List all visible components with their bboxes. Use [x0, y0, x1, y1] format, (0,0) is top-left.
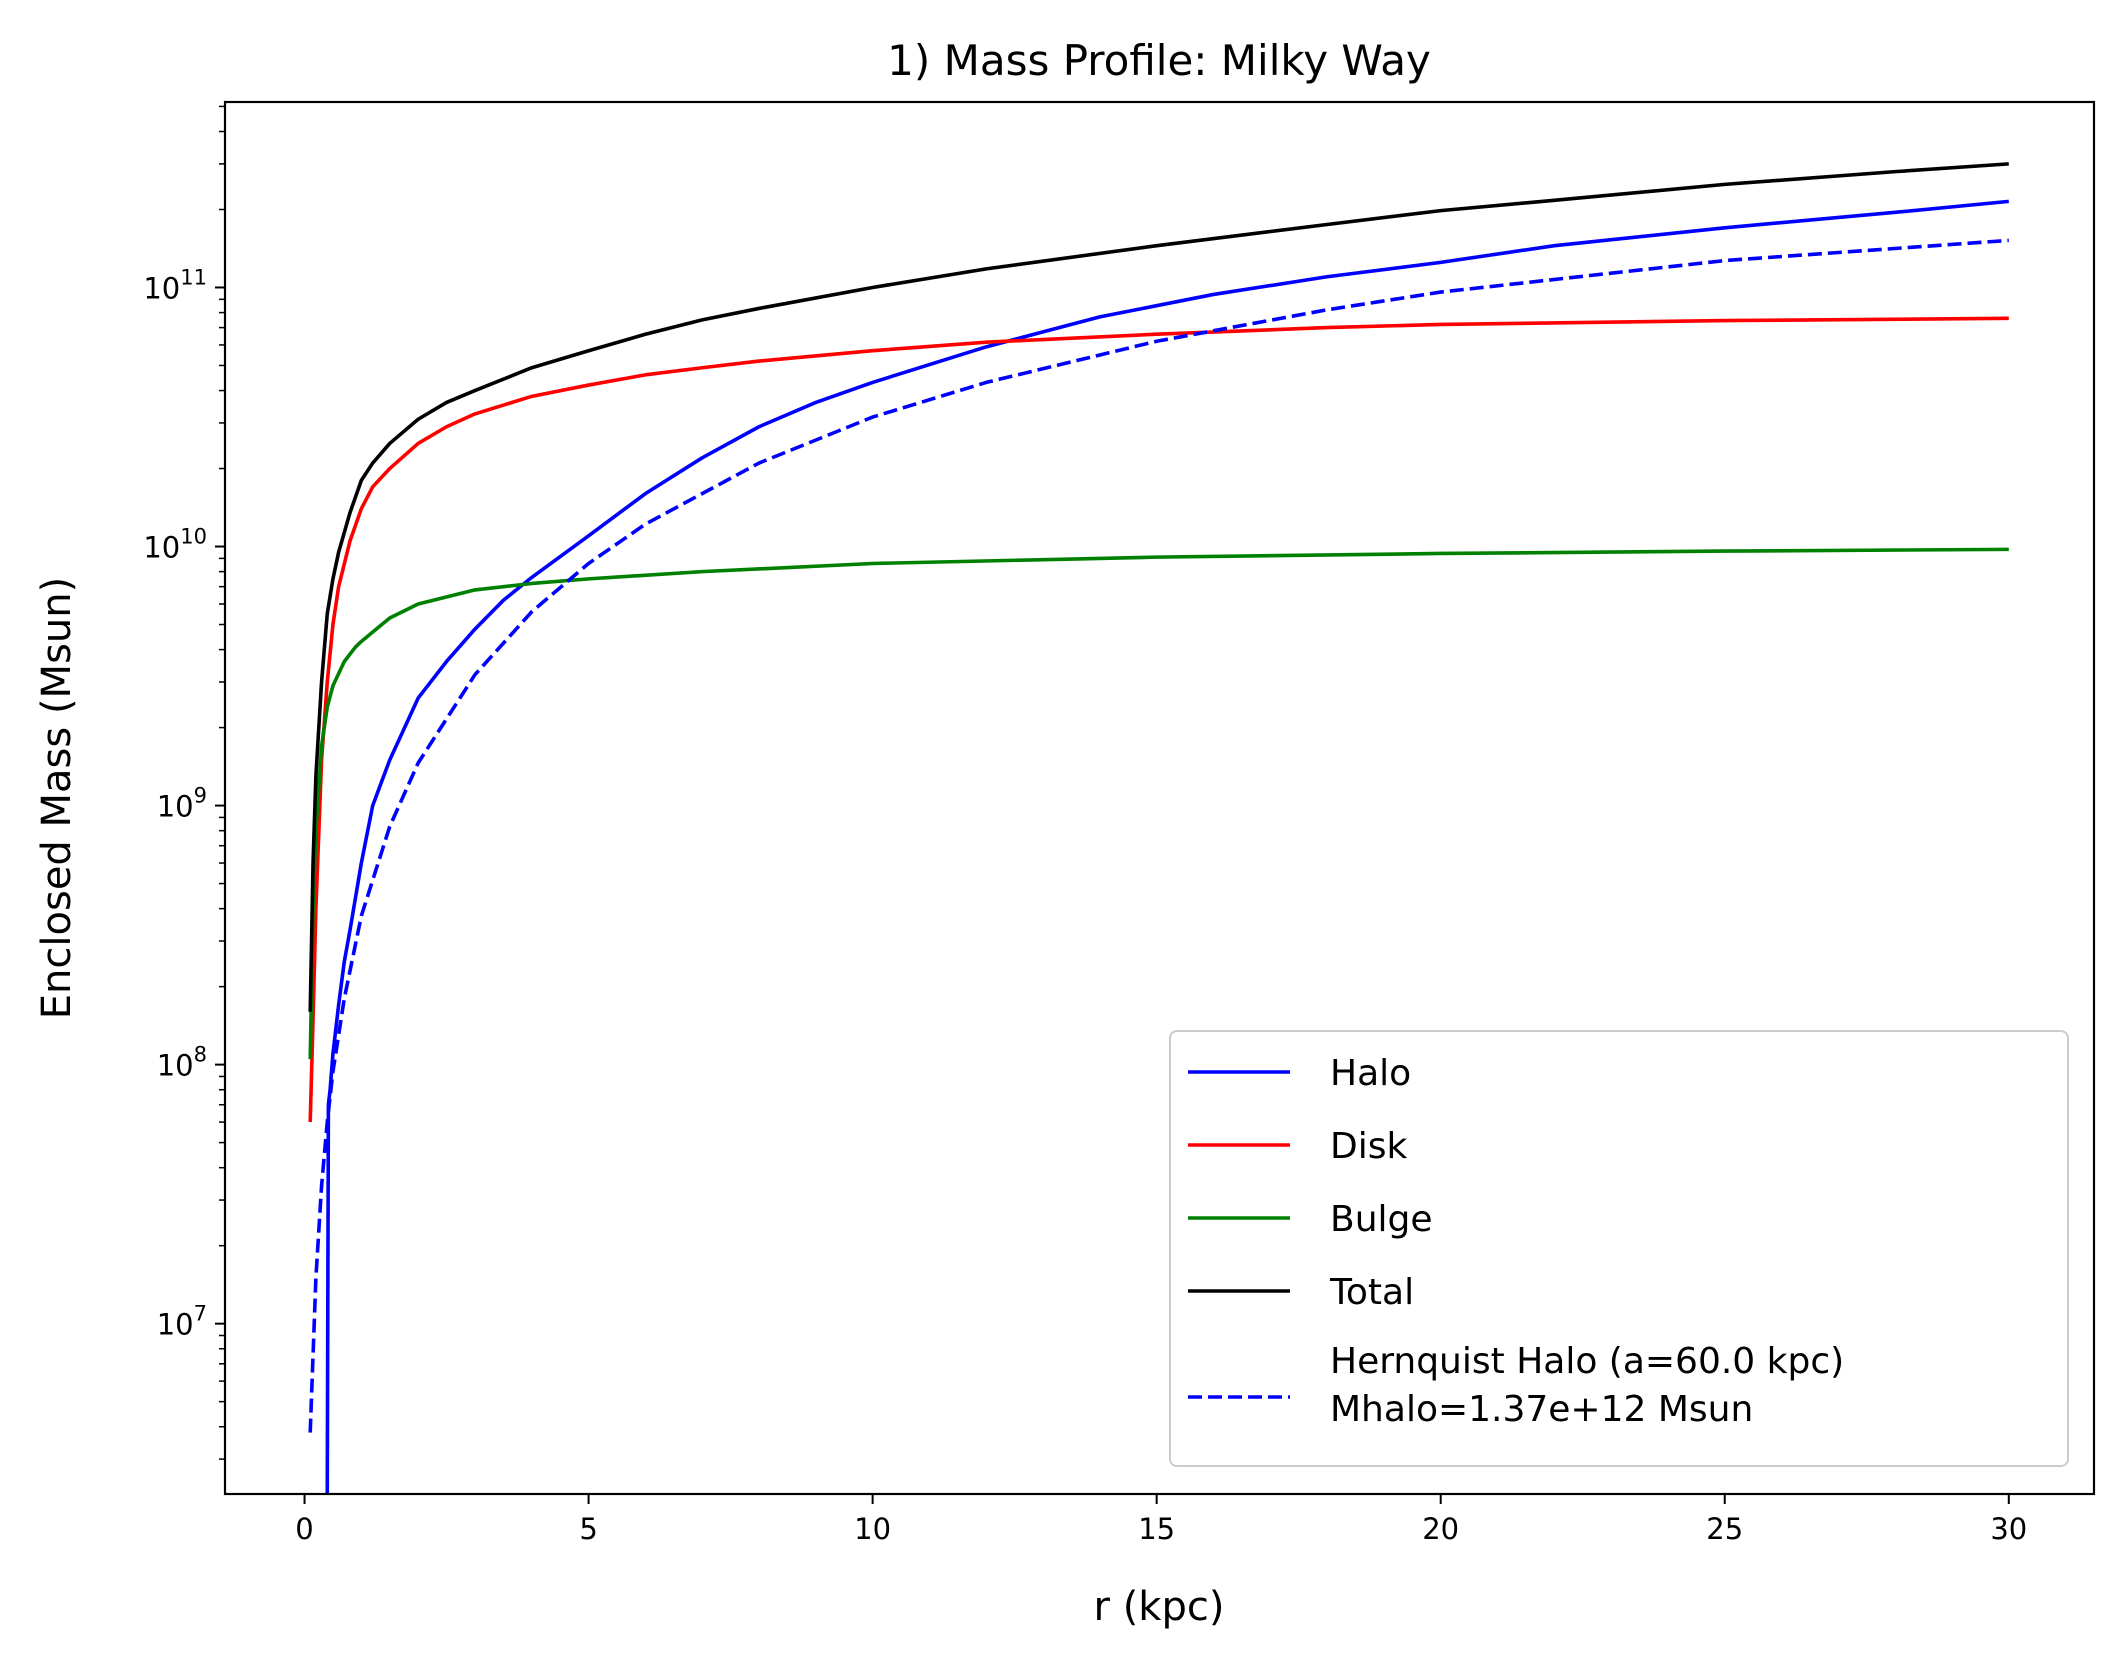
x-tick-label: 20 — [1422, 1512, 1459, 1546]
legend: Halo Disk Bulge Total Hernquist Halo (a=60.0… — [1169, 1030, 2069, 1467]
chart-title: 1) Mass Profile: Milky Way — [887, 36, 1431, 85]
plot-area — [223, 100, 2096, 1496]
series-line-3 — [308, 162, 2009, 1012]
legend-box — [1169, 1030, 2069, 1467]
series-line-4 — [308, 238, 2009, 1433]
y-tick-label: 1010 — [143, 525, 207, 565]
y-axis-ticks: 107 108 109 1010 1011 — [143, 105, 225, 1460]
y-tick-label: 107 — [157, 1302, 207, 1342]
y-tick-label: 109 — [157, 784, 207, 824]
y-tick-label: 1011 — [143, 265, 207, 305]
x-tick-label: 25 — [1706, 1512, 1743, 1546]
x-tick-label: 5 — [579, 1512, 597, 1546]
series-layer — [308, 162, 2009, 1494]
axes-frame — [223, 100, 2096, 1496]
x-axis-ticks: 0 5 10 15 20 25 30 — [295, 1494, 2027, 1546]
legend-label-1: Disk — [1330, 1126, 1407, 1167]
x-axis-label: r (kpc) — [1094, 1584, 1225, 1630]
legend-label-4: Hernquist Halo (a=60.0 kpc) — [1330, 1341, 1844, 1382]
x-tick-label: 15 — [1138, 1512, 1175, 1546]
legend-label-0: Halo — [1330, 1053, 1411, 1094]
y-axis-label: Enclosed Mass (Msun) — [34, 577, 80, 1019]
series-line-1 — [308, 316, 2009, 1123]
legend-label-2: Bulge — [1330, 1199, 1433, 1240]
series-line-2 — [308, 547, 2009, 1060]
x-tick-label: 0 — [295, 1512, 313, 1546]
x-tick-label: 10 — [854, 1512, 891, 1546]
legend-label-3: Total — [1329, 1272, 1414, 1313]
x-tick-label: 30 — [1990, 1512, 2027, 1546]
series-line-0 — [325, 199, 2009, 1494]
y-tick-label: 108 — [157, 1043, 207, 1083]
legend-label-4: Mhalo=1.37e+12 Msun — [1330, 1389, 1753, 1430]
